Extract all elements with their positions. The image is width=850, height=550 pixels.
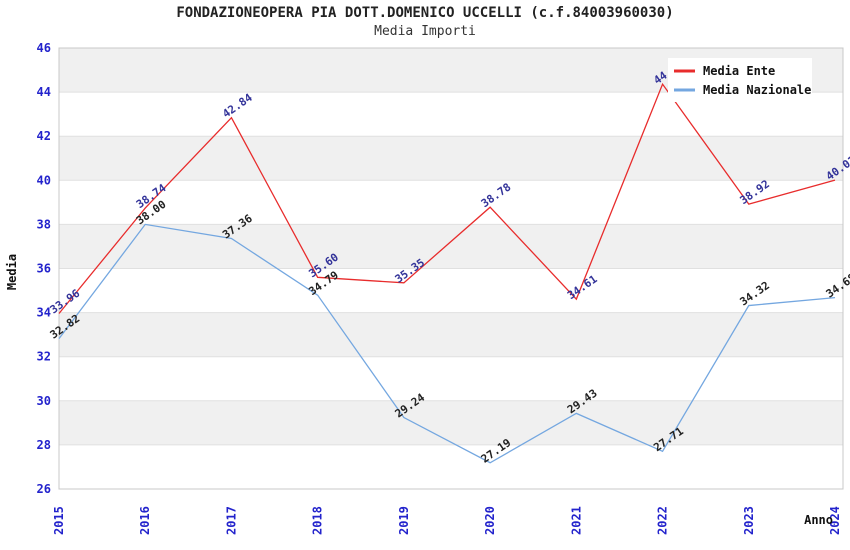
x-tick-label: 2019 bbox=[397, 506, 411, 535]
y-tick-label: 26 bbox=[37, 482, 51, 496]
plot-band bbox=[59, 312, 843, 357]
value-label-media-ente: 33.96 bbox=[48, 287, 83, 317]
chart-title: FONDAZIONEOPERA PIA DOTT.DOMENICO UCCELL… bbox=[176, 5, 674, 21]
x-tick-label: 2023 bbox=[742, 506, 756, 535]
series-line-media-nazionale bbox=[58, 223, 836, 464]
x-tick-label: 2018 bbox=[311, 506, 325, 535]
plot-band bbox=[59, 136, 843, 181]
x-tick-label: 2021 bbox=[569, 506, 583, 535]
y-tick-label: 42 bbox=[37, 129, 51, 143]
legend: Media Ente Media Nazionale bbox=[668, 58, 812, 102]
y-tick-label: 34 bbox=[37, 306, 51, 320]
legend-item-media-ente: Media Ente bbox=[674, 64, 775, 78]
y-tick-label: 36 bbox=[37, 262, 51, 276]
x-tick-label: 2015 bbox=[52, 506, 66, 535]
x-tick-label: 2022 bbox=[656, 506, 670, 535]
series-line-media-ente bbox=[58, 82, 836, 314]
value-label-media-ente: 38.78 bbox=[479, 181, 514, 211]
x-tick-label: 2020 bbox=[483, 506, 497, 535]
y-tick-label: 38 bbox=[37, 217, 51, 231]
legend-label-media-ente: Media Ente bbox=[703, 64, 775, 78]
x-tick-label: 2017 bbox=[224, 506, 238, 535]
plot-band bbox=[59, 400, 843, 445]
x-tick-label: 2016 bbox=[138, 506, 152, 535]
y-tick-label: 28 bbox=[37, 438, 51, 452]
y-tick-label: 44 bbox=[37, 85, 51, 99]
legend-item-media-nazionale: Media Nazionale bbox=[674, 83, 811, 97]
value-label-media-ente: 34.61 bbox=[565, 272, 600, 302]
plot-band bbox=[59, 224, 843, 269]
y-tick-label: 32 bbox=[37, 350, 51, 364]
y-tick-label: 30 bbox=[37, 394, 51, 408]
plot-bands bbox=[59, 48, 843, 445]
x-tick-label: 2024 bbox=[828, 506, 842, 535]
value-label-media-ente: 42.84 bbox=[220, 91, 255, 121]
legend-box bbox=[668, 58, 812, 102]
plot-border bbox=[58, 47, 844, 490]
y-tick-label: 46 bbox=[37, 41, 51, 55]
y-axis-title: Media bbox=[5, 254, 19, 290]
legend-label-media-nazionale: Media Nazionale bbox=[703, 83, 811, 97]
chart-subtitle: Media Importi bbox=[374, 24, 476, 39]
value-label-media-nazionale: 34.68 bbox=[824, 271, 850, 301]
x-axis-title: Anno bbox=[804, 513, 833, 527]
y-tick-label: 40 bbox=[37, 173, 51, 187]
